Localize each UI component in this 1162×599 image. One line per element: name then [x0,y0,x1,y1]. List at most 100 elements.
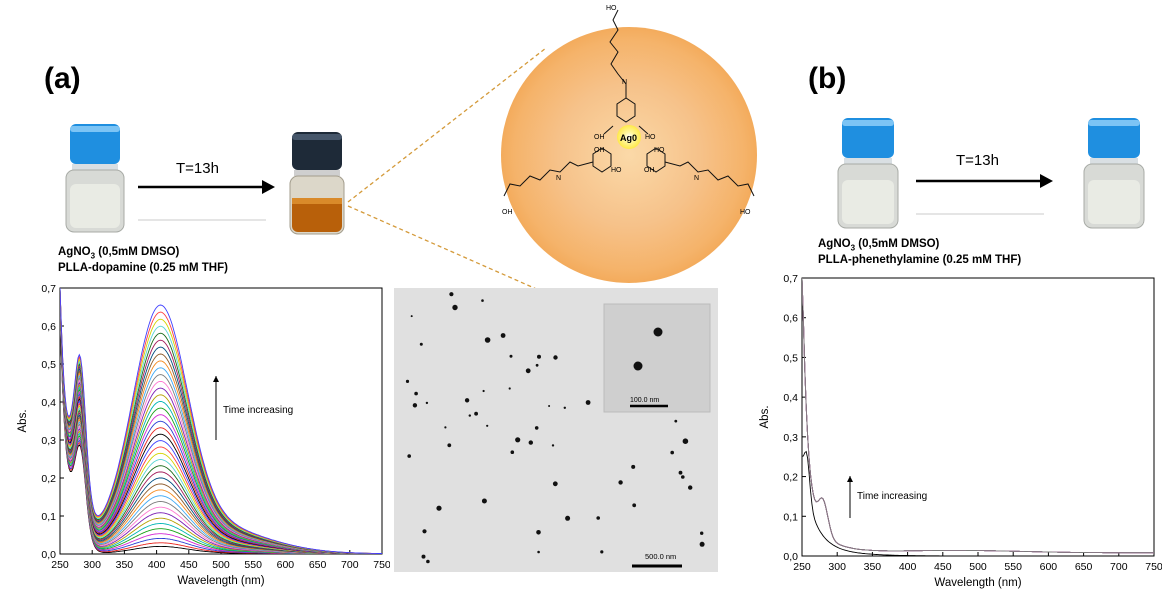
tem-particle [447,443,452,448]
y-tick-label: 0,1 [41,511,56,523]
tem-particle [682,438,689,444]
tem-micrograph: 100.0 nm 500.0 nm [394,288,718,572]
main-scale-label: 500.0 nm [645,552,676,561]
chart-a: 250 300 350 400 450 500 550 600 650 700 750 0,0 0,1 0… [17,283,390,587]
y-tick-label: 0,6 [783,313,798,325]
tem-particle [484,337,491,343]
y-tick-label: 0,6 [41,321,56,333]
tem-particle [600,550,604,554]
tem-particle [421,554,426,559]
spectrum-series [60,288,382,554]
tem-particle [481,299,484,302]
tem-particle [585,400,591,405]
tem-particle [699,541,705,547]
time-annotation: Time increasing [223,405,293,416]
x-tick-label: 750 [1145,561,1162,573]
x-tick-label: 600 [277,559,295,571]
spectrum-series [802,278,1154,554]
x-tick-label: 250 [51,559,69,571]
tem-particle [551,444,555,447]
tem-particle [414,391,418,396]
mol-label-n-2: N [556,175,561,182]
tem-particle [468,414,471,417]
tem-particle [464,398,470,403]
vial-brown-after [289,132,345,235]
tem-particle [486,424,489,427]
mol-label-n-1: N [622,79,627,86]
tem-particle [631,464,636,469]
vial-clear-before [65,124,125,233]
mol-label-oh-7: HO [654,147,665,154]
tem-particle [670,450,674,455]
ag-core-label: Ag0 [620,133,637,143]
tem-particle [536,530,541,535]
spectrum-series [802,278,1154,554]
tem-particle [419,342,423,346]
tem-particle [525,368,531,374]
tem-particle [407,454,411,458]
molecule-illustration: Ag0 HO OH HO OH HO OH HO OH HO N N N [501,5,757,283]
y-tick-label: 0,4 [41,397,56,409]
y-tick-label: 0,0 [41,549,56,561]
tem-particle [565,515,571,521]
spectrum-series [802,278,1154,554]
vial-clear-b-after [1083,118,1145,229]
y-tick-label: 0,5 [41,359,56,371]
panel-b-label: (b) [808,62,847,95]
y-tick-label: 0,4 [783,392,798,404]
tem-particle [449,292,454,297]
x-tick-label: 650 [309,559,327,571]
tem-particle [474,411,478,416]
tem-particle [509,354,513,358]
x-tick-label: 700 [1110,561,1128,573]
mol-label-ho-8: OH [502,209,513,216]
mol-label-oh-6: OH [644,167,655,174]
x-tick-label: 500 [212,559,230,571]
x-tick-label: 300 [828,561,846,573]
tem-particle [537,550,540,554]
y-axis-title: Abs. [17,409,29,432]
tem-particle [425,401,429,405]
y-tick-label: 0,0 [783,551,798,563]
tem-particle [508,387,511,390]
spectrum-series [802,278,1154,554]
x-tick-label: 350 [116,559,134,571]
tem-particle [515,437,521,443]
spectrum-series [802,278,1154,554]
x-tick-label: 750 [373,559,390,571]
tem-particle [534,426,539,430]
mol-label-oh-2: OH [594,134,605,141]
reaction-arrow-a [138,180,275,194]
tem-particle [552,481,558,487]
tem-particle [537,354,541,359]
reaction-arrow-b [916,174,1053,188]
tem-particle [412,403,418,408]
x-tick-label: 650 [1075,561,1093,573]
x-tick-label: 550 [1004,561,1022,573]
mol-label-oh-3: HO [645,134,656,141]
tem-particle [632,503,637,508]
plot-frame [801,277,1155,557]
plasmon-glow [501,27,757,283]
tem-particle [535,363,539,367]
x-tick-label: 350 [864,561,882,573]
time-arrow-head [213,376,219,382]
panel-a-label: (a) [44,62,81,95]
x-axis-title: Wavelength (nm) [177,575,264,587]
y-tick-label: 0,1 [783,511,798,523]
x-tick-label: 450 [180,559,198,571]
y-tick-label: 0,2 [41,473,56,485]
tem-particle [674,419,678,423]
x-tick-label: 400 [899,561,917,573]
tem-particle [700,531,704,535]
x-tick-label: 400 [148,559,166,571]
chart-b: 250 300 350 400 450 500 550 600 650 700 750 0,0 0,1 0… [759,273,1162,589]
y-tick-label: 0,3 [783,432,798,444]
tem-particle [681,475,685,479]
x-tick-label: 500 [969,561,987,573]
tem-particle [528,440,533,445]
tem-particle [553,355,558,360]
tem-particle [596,516,600,520]
tem-inset [603,303,711,413]
spectrum-series [802,278,1154,554]
